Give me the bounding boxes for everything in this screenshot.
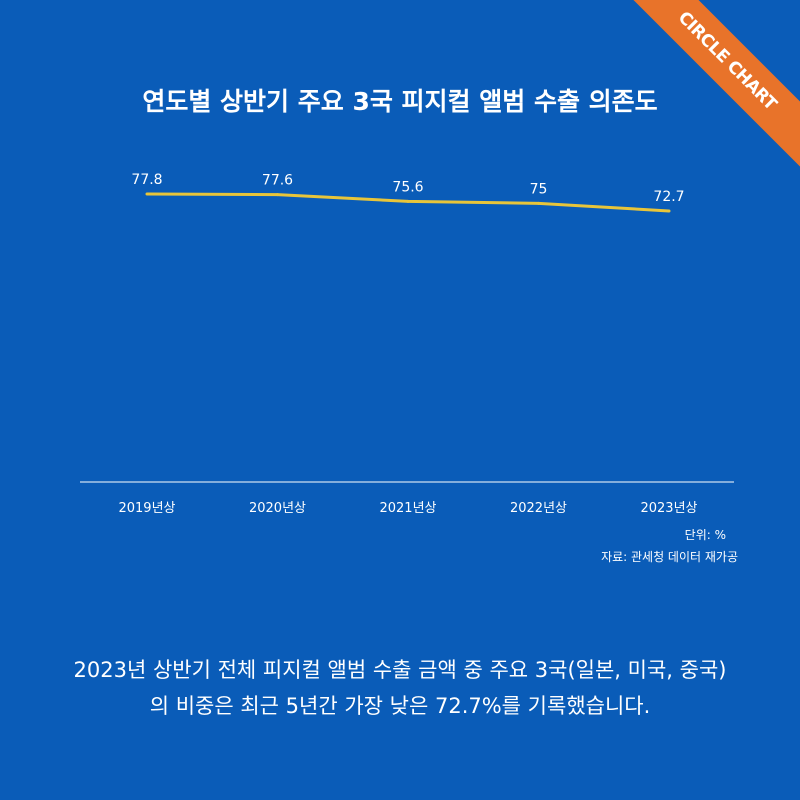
- caption-line-1: 2023년 상반기 전체 피지컬 앨범 수출 금액 중 주요 3국(일본, 미국…: [73, 658, 727, 682]
- data-point: [537, 201, 540, 205]
- caption-line-2: 의 비중은 최근 5년간 가장 낮은 72.7%를 기록했습니다.: [149, 694, 651, 718]
- data-label: 77.6: [262, 173, 293, 189]
- unit-note: 단위: %: [684, 528, 726, 542]
- caption: 2023년 상반기 전체 피지컬 앨범 수출 금액 중 주요 3국(일본, 미국…: [0, 652, 800, 724]
- chart-title: 연도별 상반기 주요 3국 피지컬 앨범 수출 의존도: [142, 87, 658, 116]
- data-label: 75: [530, 181, 548, 197]
- data-point: [145, 192, 149, 196]
- data-point: [667, 209, 671, 213]
- source-note: 자료: 관세청 데이터 재가공: [601, 550, 738, 564]
- x-tick-label: 2019년상: [118, 501, 175, 516]
- data-point: [406, 199, 410, 203]
- data-label: 72.7: [653, 189, 684, 205]
- x-tick-label: 2021년상: [379, 501, 436, 516]
- data-label: 77.8: [131, 172, 162, 188]
- x-tick-label: 2023년상: [640, 501, 697, 516]
- data-point: [276, 193, 279, 197]
- x-tick-label: 2022년상: [510, 501, 567, 516]
- x-tick-label: 2020년상: [249, 501, 306, 516]
- data-label: 75.6: [392, 179, 423, 195]
